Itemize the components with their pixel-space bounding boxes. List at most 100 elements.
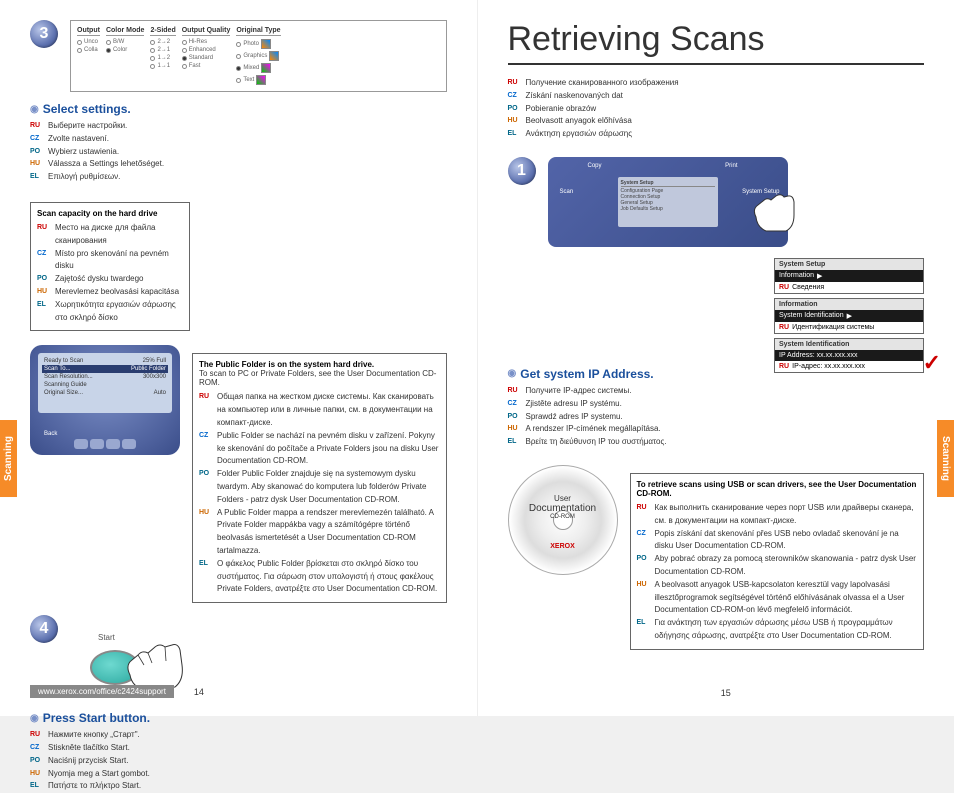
translation-row: ELΠατήστε το πλήκτρο Start. [30, 780, 447, 793]
translation-row: POZajętość dysku twardego [37, 273, 183, 286]
translation-row: POPobieranie obrazów [508, 103, 925, 116]
get-ip-translations: RUПолучите IP-адрес системы.CZZjistěte a… [508, 385, 925, 449]
press-start-block: Press Start button. RUНажмите кнопку „Ст… [30, 711, 447, 793]
translation-row: PONaciśnij przycisk Start. [30, 755, 447, 768]
lcd-btn [106, 439, 120, 449]
lcd-menu-row: Original Size...Auto [42, 389, 168, 397]
panel-column: Color ModeB/WColor [106, 27, 145, 85]
retrieve-translations: RUКак выполнить сканирование через порт … [637, 502, 918, 643]
lcd-and-info-row: Scan capacity on the hard drive RUМесто … [30, 194, 447, 339]
step1-row: 1 Copy Scan Print System Setup System Se… [508, 157, 925, 247]
thumbnail-icon [261, 63, 271, 73]
translation-text: A beolvasott anyagok USB-kapcsolaton ker… [655, 579, 918, 617]
step-badge-4: 4 [30, 615, 58, 643]
lang-tag: RU [779, 284, 789, 291]
panel-option-label: Fast [189, 63, 201, 69]
retrieve-info-box: To retrieve scans using USB or scan driv… [630, 473, 925, 650]
side-tab-scanning-r: Scanning [937, 420, 954, 497]
translation-row: RUКак выполнить сканирование через порт … [637, 502, 918, 528]
translation-row: RUМесто на диске для файла сканирования [37, 222, 183, 248]
translation-text: Место на диске для файла сканирования [55, 222, 183, 248]
panel-option: Graphics [236, 51, 280, 61]
panel-column-header: Original Type [236, 27, 280, 36]
panel-option-label: Hi-Res [189, 39, 207, 45]
panel-option: 1→1 [150, 63, 175, 69]
translation-text: Ο φάκελος Public Folder βρίσκεται στο σκ… [217, 558, 440, 596]
translation-row: POSprawdź adres IP systemu. [508, 411, 925, 424]
translation-row: ELΧωρητικότητα εργασιών σάρωσης στο σκλη… [37, 299, 183, 325]
device-screen: System Setup Configuration PageConnectio… [618, 177, 718, 227]
popout-ru-text: IP-адрес: xx.xx.xxx.xxx [792, 363, 865, 370]
panel-column-header: Output Quality [182, 27, 231, 36]
select-settings-translations: RUВыберите настройки.CZZvolte nastavení.… [30, 120, 447, 184]
panel-option-label: Unco [84, 39, 98, 45]
public-folder-heading: The Public Folder is on the system hard … [199, 360, 440, 369]
translation-row: RUПолучите IP-адрес системы. [508, 385, 925, 398]
popout-sel-text: IP Address: xx.xx.xxx.xxx [779, 352, 857, 359]
panel-option: 1→2 [150, 55, 175, 61]
checkmark-icon: ✓ [923, 350, 941, 376]
radio-icon [182, 48, 187, 53]
radio-icon [182, 40, 187, 45]
translation-text: Нажмите кнопку „Старт". [48, 729, 140, 742]
translation-text: A rendszer IP-címének megállapítása. [526, 423, 661, 436]
translation-text: Выберите настройки. [48, 120, 127, 133]
translation-row: ELΕπιλογή ρυθμίσεων. [30, 171, 447, 184]
radio-icon [150, 64, 155, 69]
popout-selected-row: System Identification▶ [775, 310, 923, 322]
step-badge-3: 3 [30, 20, 58, 48]
cd-line1: User [529, 494, 596, 503]
translation-row: HUA beolvasott anyagok USB-kapcsolaton k… [637, 579, 918, 617]
step-badge-1: 1 [508, 157, 536, 185]
panel-option-label: Mixed [243, 65, 259, 71]
translation-row: ELΑνάκτηση εργασιών σάρωσης [508, 128, 925, 141]
translation-row: HUNyomja meg a Start gombot. [30, 768, 447, 781]
translation-text: Aby pobrać obrazy za pomocą sterowników … [655, 553, 918, 579]
copy-label: Copy [588, 163, 602, 169]
panel-option-label: 2→2 [157, 39, 170, 45]
translation-text: Získání naskenovaných dat [526, 90, 623, 103]
translation-text: Popis získání dat skenování přes USB neb… [655, 528, 918, 554]
public-folder-box: The Public Folder is on the system hard … [192, 353, 447, 603]
popout-box: System IdentificationIP Address: xx.xx.x… [774, 338, 924, 373]
lcd-nav-buttons [74, 439, 136, 449]
page-title: Retrieving Scans [508, 20, 925, 65]
lang-tag: RU [779, 363, 789, 370]
device-screen-header: System Setup [621, 180, 715, 187]
radio-icon [182, 56, 187, 61]
translation-text: A Public Folder mappa a rendszer merevle… [217, 507, 440, 558]
popout-ru-row: RU Идентификация системы [775, 322, 923, 333]
lcd-btn [90, 439, 104, 449]
lang-tag: HU [37, 286, 51, 299]
lang-tag: CZ [199, 430, 213, 468]
lcd-row-label: Scan Resolution... [44, 374, 93, 380]
panel-option: 2→1 [150, 47, 175, 53]
lcd-screen: Ready to Scan 25% Full Scan To...Public … [38, 353, 172, 413]
lang-tag: PO [637, 553, 651, 579]
translation-text: Stiskněte tlačítko Start. [48, 742, 130, 755]
translation-row: CZZjistěte adresu IP systému. [508, 398, 925, 411]
translation-row: CZPopis získání dat skenování přes USB n… [637, 528, 918, 554]
popout-sel-text: Information [779, 272, 814, 279]
arrow-icon: ▶ [817, 272, 822, 280]
translation-text: Místo pro skenování na pevném disku [55, 248, 183, 274]
translation-row: CZPublic Folder se nachází na pevném dis… [199, 430, 440, 468]
step3-row: 3 OutputUncoCollaColor ModeB/WColor2-Sid… [30, 20, 447, 92]
panel-option: Mixed [236, 63, 280, 73]
translation-row: POFolder Public Folder znajduje się na s… [199, 468, 440, 506]
popout-ru-row: RU IP-адрес: xx.xx.xxx.xxx [775, 361, 923, 372]
lang-tag: PO [30, 755, 44, 768]
translation-text: Nyomja meg a Start gombot. [48, 768, 150, 781]
lang-tag: PO [30, 146, 44, 159]
hand-icon [748, 187, 798, 237]
translation-text: Ανάκτηση εργασιών σάρωσης [526, 128, 633, 141]
page-14: Scanning 3 OutputUncoCollaColor ModeB/WC… [0, 0, 478, 716]
translation-text: Получите IP-адрес системы. [526, 385, 632, 398]
cd-disc-icon: User Documentation CD-ROM XEROX [508, 465, 618, 575]
popout-ru-row: RU Сведения [775, 282, 923, 293]
cd-brand: XEROX [550, 543, 575, 550]
popout-sel-text: System Identification [779, 312, 844, 319]
cd-line3: CD-ROM [529, 514, 596, 520]
panel-option-label: 1→2 [157, 55, 170, 61]
lang-tag: EL [37, 299, 51, 325]
